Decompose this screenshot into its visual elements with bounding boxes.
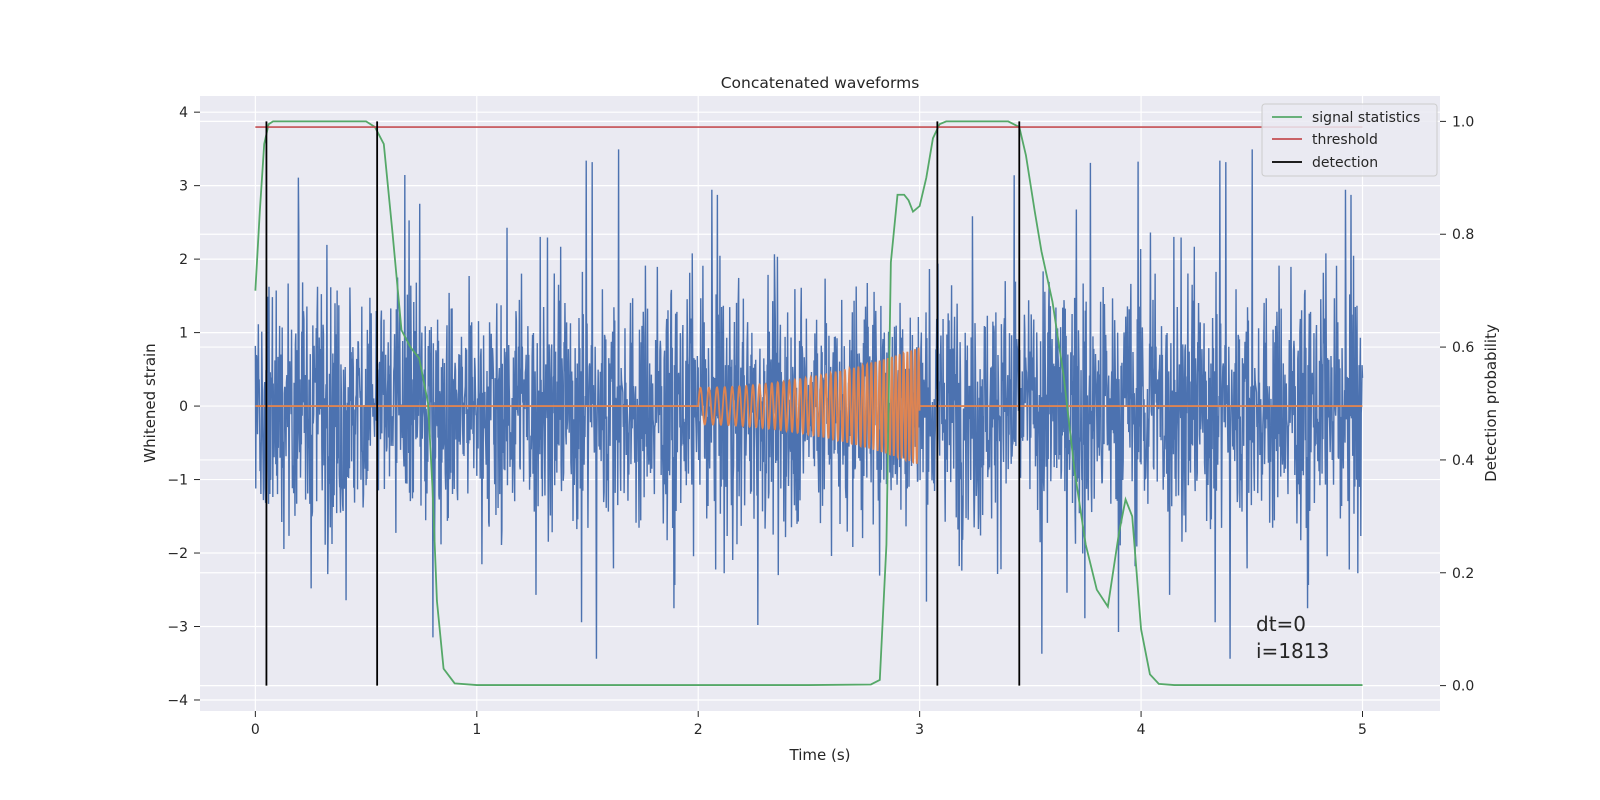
right-y-tick-label: 1.0 <box>1452 114 1474 130</box>
right-y-tick-label: 0.6 <box>1452 340 1474 356</box>
x-axis-ticks: 0 1 2 3 4 5 <box>251 711 1367 738</box>
legend: signal statistics threshold detection <box>1261 103 1438 177</box>
left-y-axis-ticks: −4 −3 −2 −1 0 1 2 3 4 <box>167 105 200 709</box>
left-y-tick-label: 4 <box>179 105 188 121</box>
legend-label-threshold: threshold <box>1312 132 1378 148</box>
x-tick-label: 3 <box>915 722 924 738</box>
legend-label-signal-statistics: signal statistics <box>1312 110 1420 126</box>
right-y-axis-ticks: 0.0 0.2 0.4 0.6 0.8 1.0 <box>1440 114 1474 695</box>
chart-title: Concatenated waveforms <box>721 74 920 92</box>
left-y-tick-label: −2 <box>167 546 188 562</box>
x-tick-label: 5 <box>1358 722 1367 738</box>
left-y-tick-label: −1 <box>167 473 188 489</box>
chirp-series <box>255 347 1363 465</box>
x-tick-label: 4 <box>1137 722 1146 738</box>
annotation-dt: dt=0 <box>1256 612 1306 636</box>
left-y-tick-label: 0 <box>179 399 188 415</box>
annotation-index: i=1813 <box>1256 639 1329 663</box>
right-y-axis-label: Detection probability <box>1482 324 1500 482</box>
left-y-tick-label: −4 <box>167 693 188 709</box>
detection-lines <box>265 121 1021 686</box>
left-y-axis-label: Whitened strain <box>141 343 159 462</box>
plot-content <box>254 120 1364 686</box>
left-y-tick-label: 3 <box>179 179 188 195</box>
right-y-tick-label: 0.4 <box>1452 453 1474 469</box>
left-y-tick-label: −3 <box>167 620 188 636</box>
signal-statistics-series <box>254 120 1363 686</box>
x-tick-label: 1 <box>472 722 481 738</box>
left-y-tick-label: 1 <box>179 326 188 342</box>
left-y-tick-label: 2 <box>179 252 188 268</box>
right-y-tick-label: 0.0 <box>1452 679 1474 695</box>
right-y-tick-label: 0.8 <box>1452 227 1474 243</box>
right-y-tick-label: 0.2 <box>1452 566 1474 582</box>
noise-series <box>254 149 1364 659</box>
legend-frame <box>1261 103 1438 177</box>
legend-label-detection: detection <box>1312 155 1378 171</box>
x-tick-label: 2 <box>694 722 703 738</box>
x-tick-label: 0 <box>251 722 260 738</box>
x-axis-label: Time (s) <box>789 746 851 764</box>
